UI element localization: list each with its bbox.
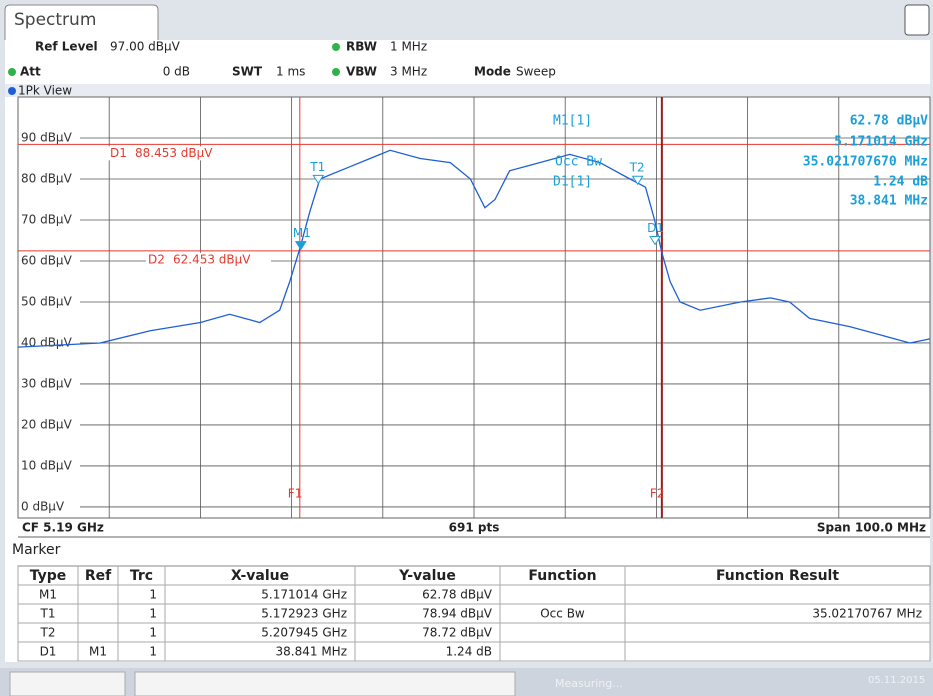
line-name: F1: [288, 487, 303, 501]
y-tick-label: 60 dBµV: [21, 253, 73, 267]
y-tick-label: 90 dBµV: [21, 130, 73, 144]
marker-label: M1: [293, 226, 311, 240]
marker-label: T2: [629, 161, 645, 175]
cell: M1: [89, 645, 107, 659]
column-header: Trc: [130, 568, 153, 584]
marker: [312, 174, 325, 185]
marker: [649, 235, 661, 246]
menu-button[interactable]: [904, 4, 930, 36]
tab-label: Spectrum: [14, 10, 96, 30]
y-tick-label: 70 dBµV: [21, 212, 73, 226]
footer-label: CF 5.19 GHz: [22, 521, 104, 535]
cell: 5.207945 GHz: [261, 626, 347, 640]
view-label: 1Pk View: [18, 84, 72, 98]
cell: 5.171014 GHz: [261, 588, 347, 602]
footer-label: 691 pts: [449, 521, 500, 535]
cell: 1: [149, 626, 157, 640]
status-dot: [8, 68, 16, 76]
cell: 1: [149, 588, 157, 602]
line-name: D2: [148, 252, 165, 266]
status-dot: [332, 68, 340, 76]
column-header: Ref: [85, 568, 112, 584]
annotation: Occ Bw: [555, 155, 602, 170]
label-bg: [146, 252, 271, 267]
footer-label: Span 100.0 MHz: [817, 521, 926, 535]
annotation: D1[1]: [553, 175, 592, 190]
view-bar: [5, 84, 930, 97]
y-tick-label: 30 dBµV: [21, 376, 73, 390]
column-header: Function Result: [716, 568, 839, 584]
line-name: D1: [110, 146, 127, 160]
cell: Occ Bw: [540, 607, 585, 621]
marker: [631, 175, 644, 186]
value: 0 dB: [163, 65, 190, 79]
column-header: Y-value: [398, 568, 456, 584]
value: 1 MHz: [390, 40, 427, 54]
value: Sweep: [516, 65, 556, 79]
value: 3 MHz: [390, 65, 427, 79]
y-tick-label: 50 dBµV: [21, 294, 73, 308]
trace-dot: [8, 87, 16, 95]
label: VBW: [346, 65, 377, 79]
label: Ref Level: [35, 40, 98, 54]
value: 97.00 dBµV: [110, 40, 181, 54]
trace: [17, 149, 931, 348]
line-name: F2: [650, 487, 665, 501]
marker: [294, 241, 307, 251]
tab[interactable]: [4, 4, 159, 40]
cell: 5.172923 GHz: [261, 607, 347, 621]
annotation-value: 62.78 dBµV: [850, 114, 928, 129]
cell: 62.78 dBµV: [422, 588, 493, 602]
y-tick-label: 0 dBµV: [21, 499, 65, 513]
y-tick-label: 80 dBµV: [21, 171, 73, 185]
line-value: 88.453 dBµV: [135, 146, 213, 160]
annotation-value: 5.171014 GHz: [834, 135, 928, 150]
marker-label: T1: [309, 160, 325, 174]
cell: 1: [149, 607, 157, 621]
cell: 38.841 MHz: [276, 645, 347, 659]
column-header: Function: [528, 568, 596, 584]
annotation-value: 1.24 dB: [873, 175, 928, 190]
cell: D1: [40, 645, 57, 659]
status-dot: [332, 43, 340, 51]
column-header: X-value: [231, 568, 289, 584]
cell: 1: [149, 645, 157, 659]
y-tick-label: 20 dBµV: [21, 417, 73, 431]
cell: 1.24 dB: [446, 645, 492, 659]
label-bg: [108, 146, 233, 161]
status-text: Measuring...: [555, 677, 623, 690]
marker-label: D1: [647, 221, 664, 235]
cell: 35.02170767 MHz: [812, 607, 922, 621]
y-tick-label: 10 dBµV: [21, 458, 73, 472]
status-box: [9, 671, 126, 696]
annotation: M1[1]: [553, 114, 592, 129]
cell: T2: [40, 626, 56, 640]
value: 1 ms: [276, 65, 305, 79]
label: RBW: [346, 40, 377, 54]
status-date: 05.11.2015: [868, 675, 925, 686]
annotation-value: 38.841 MHz: [850, 194, 928, 209]
label: Att: [20, 65, 41, 79]
table-title: Marker: [12, 542, 61, 558]
column-header: Type: [30, 568, 67, 584]
label: SWT: [232, 65, 263, 79]
cell: 78.72 dBµV: [422, 626, 493, 640]
label: Mode: [474, 65, 511, 79]
cell: M1: [39, 588, 57, 602]
status-box: [134, 671, 516, 696]
cell: 78.94 dBµV: [422, 607, 493, 621]
y-tick-label: 40 dBµV: [21, 335, 73, 349]
line-value: 62.453 dBµV: [173, 252, 251, 266]
cell: T1: [40, 607, 56, 621]
annotation-value: 35.021707670 MHz: [803, 155, 928, 170]
